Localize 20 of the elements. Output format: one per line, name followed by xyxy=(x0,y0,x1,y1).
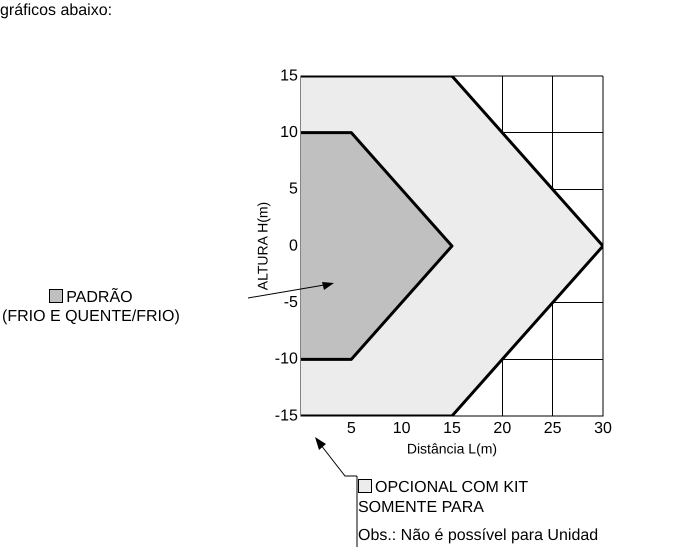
text: SOMENTE PARA xyxy=(358,498,484,517)
x-tick-label: 15 xyxy=(443,420,461,438)
y-tick-label: 15 xyxy=(280,67,298,84)
y-tick-label: 5 xyxy=(289,180,298,198)
x-tick-label: 20 xyxy=(493,420,512,438)
legend-label: OPCIONAL COM KIT xyxy=(374,478,528,497)
text: gráficos abaixo: xyxy=(0,1,112,20)
y-tick-label: 10 xyxy=(280,124,298,142)
y-tick-label: -15 xyxy=(274,407,298,424)
legend-label: PADRÃO (FRIO E QUENTE/FRIO) xyxy=(2,288,180,326)
text: Obs.: Não é possível para Unidad xyxy=(358,526,598,545)
y-tick-label: -5 xyxy=(284,294,298,312)
y-tick-label: 0 xyxy=(289,237,298,254)
y-tick-label: -10 xyxy=(274,350,298,368)
y-axis-title: ALTURA H(m) xyxy=(254,202,270,290)
x-tick-label: 30 xyxy=(594,420,612,438)
x-tick-label: 25 xyxy=(544,420,562,438)
x-axis-title: Distância L(m) xyxy=(406,440,498,456)
x-tick-label: 10 xyxy=(392,420,411,438)
x-tick-label: 5 xyxy=(346,420,356,438)
